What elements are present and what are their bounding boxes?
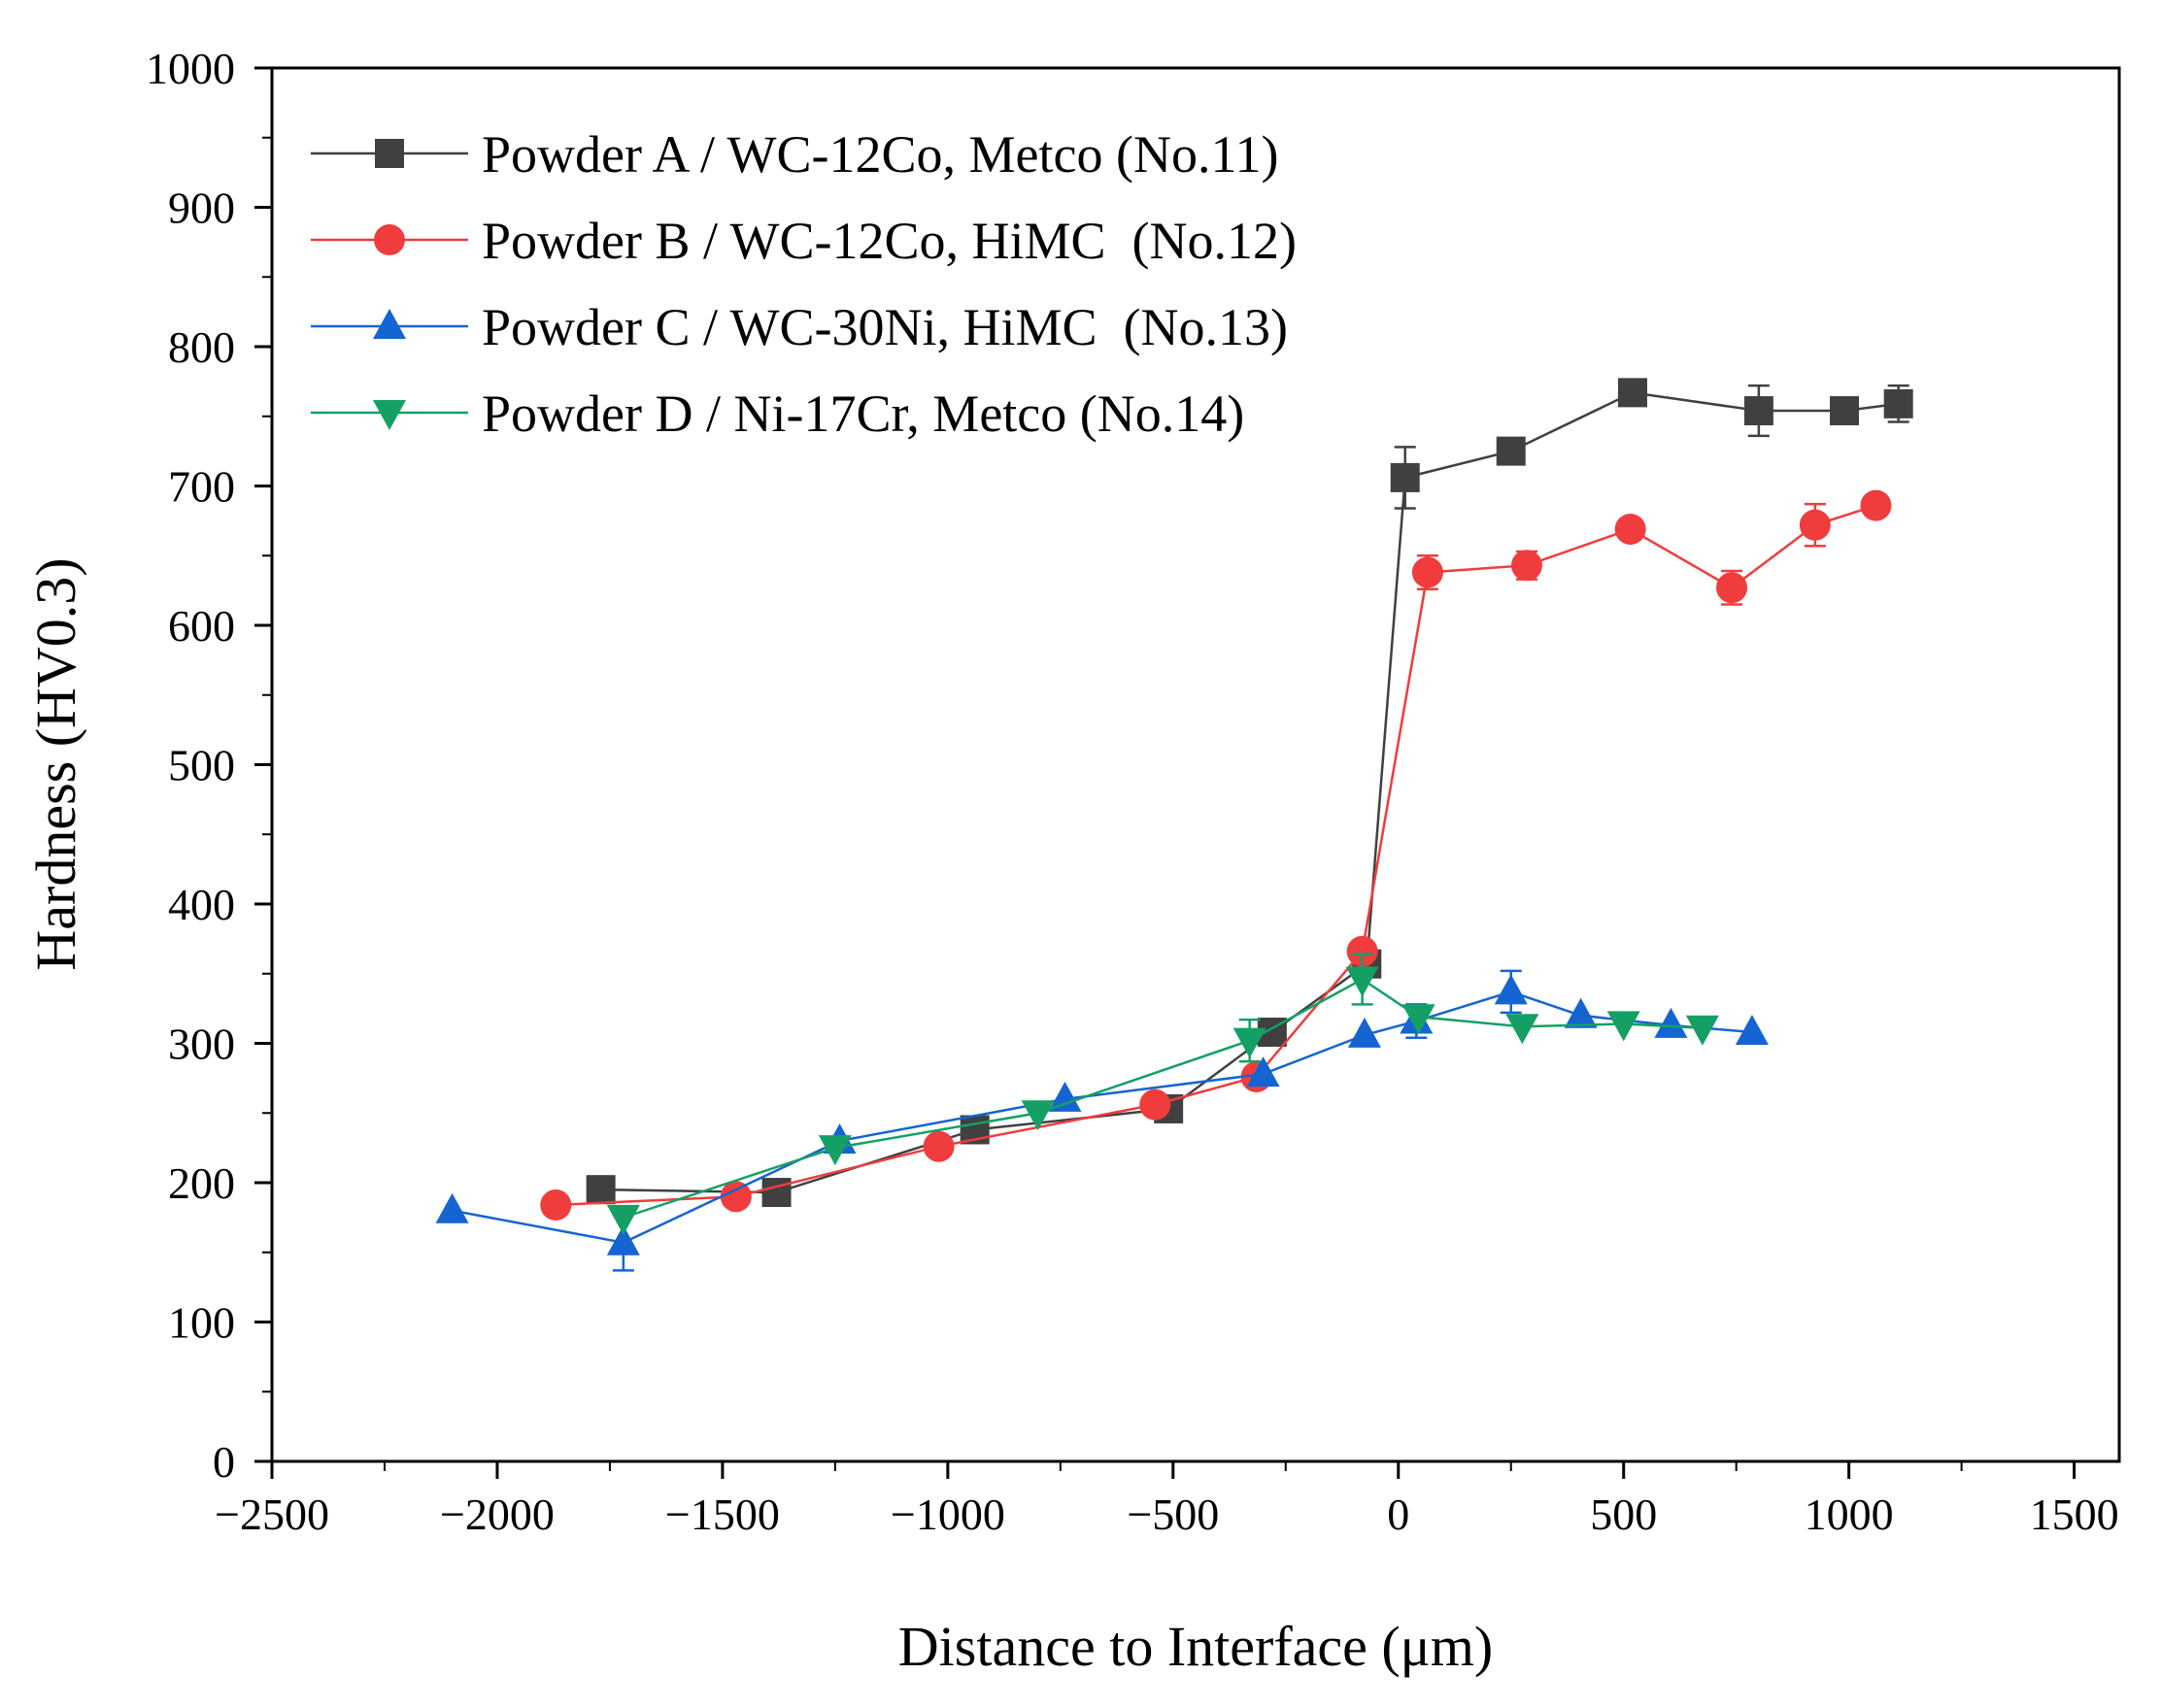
data-point	[1246, 1056, 1280, 1088]
legend-label: Powder B / WC-12Co, HiMC (No.12)	[482, 212, 1297, 270]
y-tick-label: 400	[168, 880, 235, 929]
data-point	[1735, 1015, 1769, 1046]
legend-marker	[373, 400, 406, 430]
x-axis-title: Distance to Interface (μm)	[898, 1615, 1493, 1678]
legend-label: Powder D / Ni-17Cr, Metco (No.14)	[482, 385, 1244, 443]
legend-marker	[373, 309, 406, 339]
legend-label: Powder A / WC-12Co, Metco (No.11)	[482, 125, 1278, 184]
y-tick-label: 100	[168, 1298, 235, 1348]
series-line	[556, 504, 1876, 1207]
series-3	[435, 969, 1769, 1272]
plot-frame	[270, 66, 2121, 1463]
y-tick-label: 500	[168, 741, 235, 790]
data-point	[1021, 1100, 1055, 1131]
legend-label: Powder C / WC-30Ni, HiMC (No.13)	[482, 298, 1288, 356]
data-point	[1401, 1004, 1435, 1035]
data-point	[761, 1178, 792, 1208]
data-point	[1654, 1007, 1688, 1038]
data-point	[1799, 509, 1831, 541]
data-point	[540, 1189, 572, 1221]
data-point	[1494, 974, 1528, 1005]
legend: Powder A / WC-12Co, Metco (No.11) Powder …	[311, 125, 1297, 443]
legend-marker	[374, 224, 405, 255]
x-tick-label: 0	[1387, 1490, 1409, 1539]
legend-entry-2: Powder B / WC-12Co, HiMC (No.12)	[311, 212, 1297, 270]
y-tick-label: 300	[168, 1020, 235, 1069]
x-tick-label: 500	[1590, 1490, 1657, 1539]
data-point	[1510, 550, 1542, 582]
x-tick-label: −1000	[891, 1490, 1005, 1539]
series-layer	[435, 378, 1913, 1272]
data-point	[1345, 966, 1379, 997]
data-point	[1685, 1015, 1719, 1046]
x-tick-label: 1000	[1805, 1490, 1894, 1539]
y-tick-label: 600	[168, 601, 235, 651]
y-tick-label: 800	[168, 322, 235, 372]
data-point	[1347, 1017, 1381, 1048]
y-axis-title: Hardness (HV0.3)	[24, 557, 87, 970]
series-2	[540, 489, 1892, 1221]
data-point	[1743, 396, 1773, 426]
legend-entry-1: Powder A / WC-12Co, Metco (No.11)	[311, 125, 1278, 184]
x-tick-label: −2500	[215, 1490, 329, 1539]
x-tick-label: −2000	[440, 1490, 555, 1539]
data-point	[1716, 572, 1748, 604]
x-tick-label: 1500	[2030, 1490, 2119, 1539]
data-point	[1390, 462, 1420, 492]
data-point	[1139, 1088, 1171, 1121]
data-point	[1883, 388, 1913, 419]
data-point	[1860, 489, 1892, 521]
series-4	[606, 953, 1719, 1235]
data-point	[1505, 1014, 1539, 1045]
data-point	[923, 1130, 955, 1162]
data-point	[1496, 436, 1526, 466]
data-point	[1614, 513, 1646, 545]
y-tick-label: 0	[213, 1437, 235, 1487]
data-point	[586, 1175, 616, 1205]
data-point	[606, 1224, 640, 1256]
y-tick-label: 900	[168, 184, 235, 233]
data-point	[720, 1181, 752, 1213]
data-point	[435, 1192, 469, 1223]
data-point	[1232, 1027, 1266, 1058]
x-tick-label: −1500	[665, 1490, 780, 1539]
data-point	[606, 1204, 640, 1235]
legend-entry-4: Powder D / Ni-17Cr, Metco (No.14)	[311, 385, 1244, 443]
ticks-layer: −2500 −2000 −1500 −1000 −500 0 500 1000 1500 0 100…	[146, 44, 2119, 1539]
y-tick-label: 700	[168, 462, 235, 512]
data-point	[1564, 997, 1598, 1028]
y-tick-label: 200	[168, 1158, 235, 1208]
data-point	[1048, 1081, 1082, 1112]
data-point	[1617, 378, 1647, 408]
legend-marker	[375, 139, 404, 168]
x-tick-label: −500	[1127, 1490, 1219, 1539]
data-point	[1606, 1011, 1640, 1042]
y-tick-label: 1000	[146, 44, 235, 93]
data-point	[1411, 556, 1443, 588]
data-point	[818, 1135, 852, 1166]
data-point	[1830, 396, 1860, 426]
legend-entry-3: Powder C / WC-30Ni, HiMC (No.13)	[311, 298, 1288, 356]
data-point	[1346, 935, 1378, 967]
